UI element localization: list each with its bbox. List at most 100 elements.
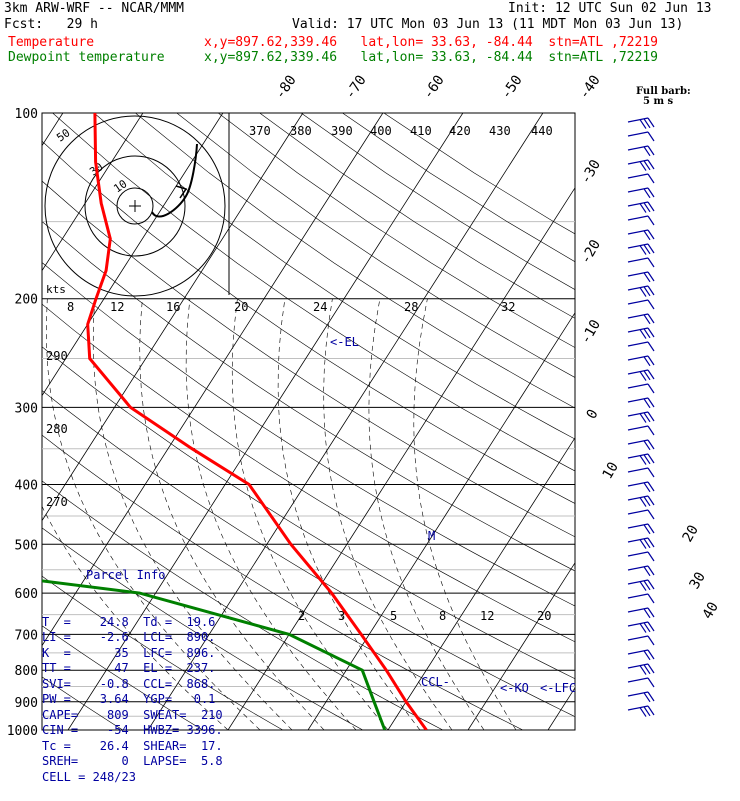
right-temp-label: 0: [584, 407, 602, 422]
parcel-info-row: Tc = 26.4 SHEAR= 17.: [42, 739, 232, 755]
dry-adiabat: [343, 113, 740, 740]
mixing-ratio-low-label: 5: [390, 609, 397, 623]
moist-adiabat: [324, 299, 452, 730]
top-temp-label: -60: [420, 72, 448, 102]
mixing-ratio-label: 12: [110, 300, 124, 314]
isotherm: [0, 85, 1, 740]
theta-label: 390: [331, 124, 353, 138]
temperature-point: [331, 592, 333, 594]
dry-adiabat: [260, 113, 740, 740]
wind-barb-staff: [628, 342, 648, 346]
wind-barb-staff: [628, 678, 648, 682]
hodograph-label-10: 10: [111, 177, 129, 195]
temperature-point: [191, 448, 193, 450]
right-temp-label: -30: [578, 157, 605, 187]
right-temp-label: 20: [680, 522, 702, 545]
temperature-point: [360, 634, 362, 636]
theta-label: 430: [489, 124, 511, 138]
right-temp-label: 40: [700, 599, 722, 622]
pressure-label-100: 100: [15, 107, 38, 122]
theta-label: 400: [370, 124, 392, 138]
mixing-ratio-label: 16: [166, 300, 180, 314]
wind-barb-staff: [628, 300, 648, 304]
theta-label: 440: [531, 124, 553, 138]
theta-label: 410: [410, 124, 432, 138]
isotherm: [540, 85, 740, 740]
wind-barb-staff: [628, 594, 648, 598]
pressure-label-400: 400: [15, 478, 38, 493]
top-temp-label: -50: [498, 72, 526, 102]
theta-left-label: 270: [46, 495, 68, 509]
parcel-info-row: LI = -2.6 LCL= 890.: [42, 630, 232, 646]
theta-left-label: 280: [46, 422, 68, 436]
isotherm: [380, 85, 740, 740]
wind-barb-staff: [628, 552, 648, 556]
mixing-ratio-label: 8: [67, 300, 74, 314]
dry-adiabat: [218, 113, 740, 740]
wind-barb-flag: [648, 384, 654, 393]
ccl-marker: CCL-: [421, 675, 450, 689]
right-temp-label: 10: [600, 459, 622, 482]
wind-barb-flag: [648, 678, 654, 687]
pressure-label-600: 600: [15, 587, 38, 602]
mixing-ratio-low-label: 12: [480, 609, 494, 623]
temperature-point: [290, 544, 292, 546]
pressure-label-900: 900: [15, 696, 38, 711]
wind-barb-staff: [628, 426, 648, 430]
right-temp-label: 30: [687, 569, 709, 592]
wind-barb-staff: [628, 174, 648, 178]
temperature-point: [100, 202, 102, 204]
isotherm: [620, 85, 740, 740]
mixing-ratio-low-label: 2: [298, 609, 305, 623]
ko-marker: <-KO: [500, 681, 529, 695]
right-temp-label: -20: [578, 237, 605, 267]
dry-adiabat: [301, 113, 740, 740]
parcel-info-row: SVI= -0.8 CCL= 868.: [42, 677, 232, 693]
moist-adiabat: [369, 299, 484, 730]
wind-barb-flag: [648, 636, 654, 645]
temperature-point: [110, 238, 112, 240]
wind-barb-flag: [648, 174, 654, 183]
hodograph-units: kts: [46, 283, 66, 296]
dewpoint-point: [362, 669, 364, 671]
lfc-marker: <-LFC: [540, 681, 576, 695]
wind-barb-staff: [628, 636, 648, 640]
pressure-label-200: 200: [15, 293, 38, 308]
mixing-ratio-low-label: 20: [537, 609, 551, 623]
temperature-point: [130, 407, 132, 409]
parcel-info-row: CAPE= 809 SWEAT= 210: [42, 708, 232, 724]
right-temp-label: -10: [578, 317, 605, 347]
top-temp-label: -40: [576, 72, 604, 102]
temperature-point: [95, 298, 97, 300]
top-temp-label: -70: [342, 72, 370, 102]
wind-barb-flag: [648, 468, 654, 477]
parcel-info-row: CIN = -54 HWBZ= 3396.: [42, 723, 232, 739]
temperature-point: [87, 324, 89, 326]
wind-barb-flag: [648, 216, 654, 225]
temperature-point: [405, 701, 407, 703]
mixing-ratio-label: 20: [234, 300, 248, 314]
wind-barb-flag: [648, 258, 654, 267]
mixing-ratio-label: 32: [501, 300, 515, 314]
wind-barb-flag: [648, 510, 654, 519]
wind-barb-flag: [648, 552, 654, 561]
theta-label: 380: [290, 124, 312, 138]
pressure-label-500: 500: [15, 538, 38, 553]
temperature-point: [386, 669, 388, 671]
parcel-info-title: Parcel Info: [42, 568, 232, 584]
wind-barb-staff: [628, 468, 648, 472]
isotherm: [700, 85, 740, 740]
max-marker: M: [428, 529, 435, 543]
dewpoint-point: [373, 701, 375, 703]
dry-adiabat: [177, 113, 740, 740]
temperature-point: [89, 358, 91, 360]
wind-barb-staff: [628, 510, 648, 514]
dewpoint-point: [384, 729, 386, 731]
moist-adiabat: [232, 299, 388, 730]
parcel-info-row: PW = 3.64 YGP= 0.1: [42, 692, 232, 708]
parcel-info-row: SREH= 0 LAPSE= 5.8: [42, 754, 232, 770]
mixing-ratio-low-label: 8: [439, 609, 446, 623]
pressure-label-700: 700: [15, 628, 38, 643]
hodograph-label-50: 50: [54, 126, 72, 144]
